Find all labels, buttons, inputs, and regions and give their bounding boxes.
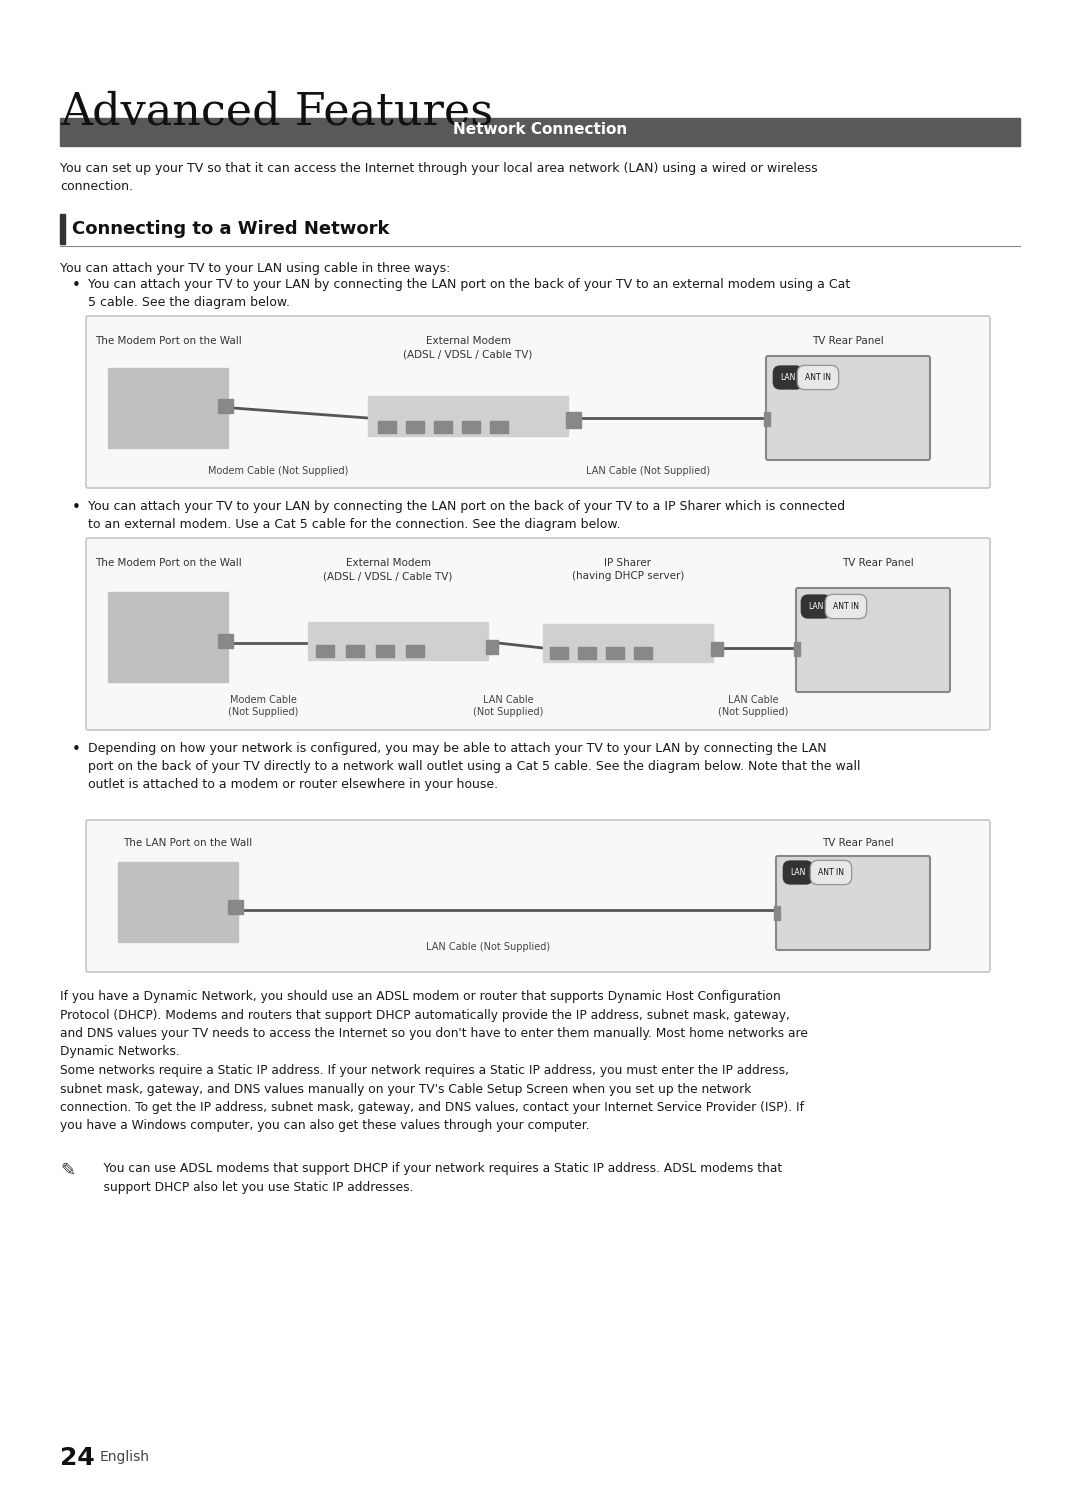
Bar	[368, 396, 568, 436]
Text: •: •	[72, 743, 81, 757]
Bar	[774, 905, 780, 920]
Text: Modem Cable
(Not Supplied): Modem Cable (Not Supplied)	[228, 695, 298, 717]
Text: Modem Cable (Not Supplied): Modem Cable (Not Supplied)	[207, 466, 348, 477]
Bar	[228, 899, 243, 914]
Text: LAN: LAN	[808, 602, 824, 611]
Bar	[60, 118, 1020, 146]
Text: LAN Cable
(Not Supplied): LAN Cable (Not Supplied)	[718, 695, 788, 717]
Bar	[376, 645, 394, 657]
Text: ANT IN: ANT IN	[833, 602, 859, 611]
Bar	[550, 647, 568, 659]
Text: Depending on how your network is configured, you may be able to attach your TV t: Depending on how your network is configu…	[87, 743, 861, 790]
FancyBboxPatch shape	[86, 820, 990, 973]
Text: •: •	[72, 278, 81, 293]
Text: Network Connection: Network Connection	[453, 123, 627, 137]
Text: Advanced Features: Advanced Features	[60, 90, 494, 133]
Text: IP Sharer
(having DHCP server): IP Sharer (having DHCP server)	[571, 557, 685, 581]
Text: TV Rear Panel: TV Rear Panel	[822, 838, 894, 849]
Bar	[462, 421, 480, 433]
Text: If you have a Dynamic Network, you should use an ADSL modem or router that suppo: If you have a Dynamic Network, you shoul…	[60, 991, 808, 1132]
Bar	[406, 421, 424, 433]
Text: The LAN Port on the Wall: The LAN Port on the Wall	[123, 838, 253, 849]
Bar	[218, 399, 233, 412]
Text: The Modem Port on the Wall: The Modem Port on the Wall	[95, 557, 241, 568]
Bar	[118, 862, 238, 943]
Text: •: •	[72, 500, 81, 515]
Text: English: English	[100, 1451, 150, 1464]
Bar	[794, 642, 800, 656]
FancyBboxPatch shape	[796, 589, 950, 692]
Text: You can attach your TV to your LAN by connecting the LAN port on the back of you: You can attach your TV to your LAN by co…	[87, 500, 846, 530]
Text: TV Rear Panel: TV Rear Panel	[842, 557, 914, 568]
Text: You can use ADSL modems that support DHCP if your network requires a Static IP a: You can use ADSL modems that support DHC…	[87, 1162, 782, 1194]
Text: ANT IN: ANT IN	[818, 868, 843, 877]
Text: 24: 24	[60, 1446, 95, 1470]
Text: External Modem
(ADSL / VDSL / Cable TV): External Modem (ADSL / VDSL / Cable TV)	[323, 557, 453, 581]
Bar	[378, 421, 396, 433]
FancyBboxPatch shape	[86, 317, 990, 489]
FancyBboxPatch shape	[777, 856, 930, 950]
Text: LAN: LAN	[791, 868, 806, 877]
Text: You can attach your TV to your LAN using cable in three ways:: You can attach your TV to your LAN using…	[60, 261, 450, 275]
Bar	[543, 624, 713, 662]
Bar	[434, 421, 453, 433]
Bar	[486, 639, 498, 654]
Bar	[711, 642, 723, 656]
Text: LAN Cable (Not Supplied): LAN Cable (Not Supplied)	[426, 943, 550, 952]
Bar	[764, 412, 770, 426]
Bar	[490, 421, 508, 433]
Text: LAN: LAN	[781, 374, 796, 382]
Bar	[606, 647, 624, 659]
Bar	[108, 368, 228, 448]
FancyBboxPatch shape	[766, 356, 930, 460]
Text: Connecting to a Wired Network: Connecting to a Wired Network	[72, 220, 390, 238]
Text: External Modem
(ADSL / VDSL / Cable TV): External Modem (ADSL / VDSL / Cable TV)	[403, 336, 532, 359]
Text: ✎: ✎	[60, 1162, 76, 1180]
Bar	[218, 633, 233, 648]
Text: You can set up your TV so that it can access the Internet through your local are: You can set up your TV so that it can ac…	[60, 161, 818, 193]
Text: LAN Cable
(Not Supplied): LAN Cable (Not Supplied)	[473, 695, 543, 717]
Bar	[406, 645, 424, 657]
Text: You can attach your TV to your LAN by connecting the LAN port on the back of you: You can attach your TV to your LAN by co…	[87, 278, 850, 309]
Bar	[108, 592, 228, 681]
Bar	[634, 647, 652, 659]
Text: ANT IN: ANT IN	[805, 374, 831, 382]
Text: TV Rear Panel: TV Rear Panel	[812, 336, 883, 347]
Text: LAN Cable (Not Supplied): LAN Cable (Not Supplied)	[586, 466, 710, 477]
Bar	[578, 647, 596, 659]
Text: The Modem Port on the Wall: The Modem Port on the Wall	[95, 336, 241, 347]
Bar	[60, 214, 65, 244]
FancyBboxPatch shape	[86, 538, 990, 731]
Bar	[346, 645, 364, 657]
Bar	[316, 645, 334, 657]
Bar	[566, 412, 581, 427]
Bar	[308, 622, 488, 660]
